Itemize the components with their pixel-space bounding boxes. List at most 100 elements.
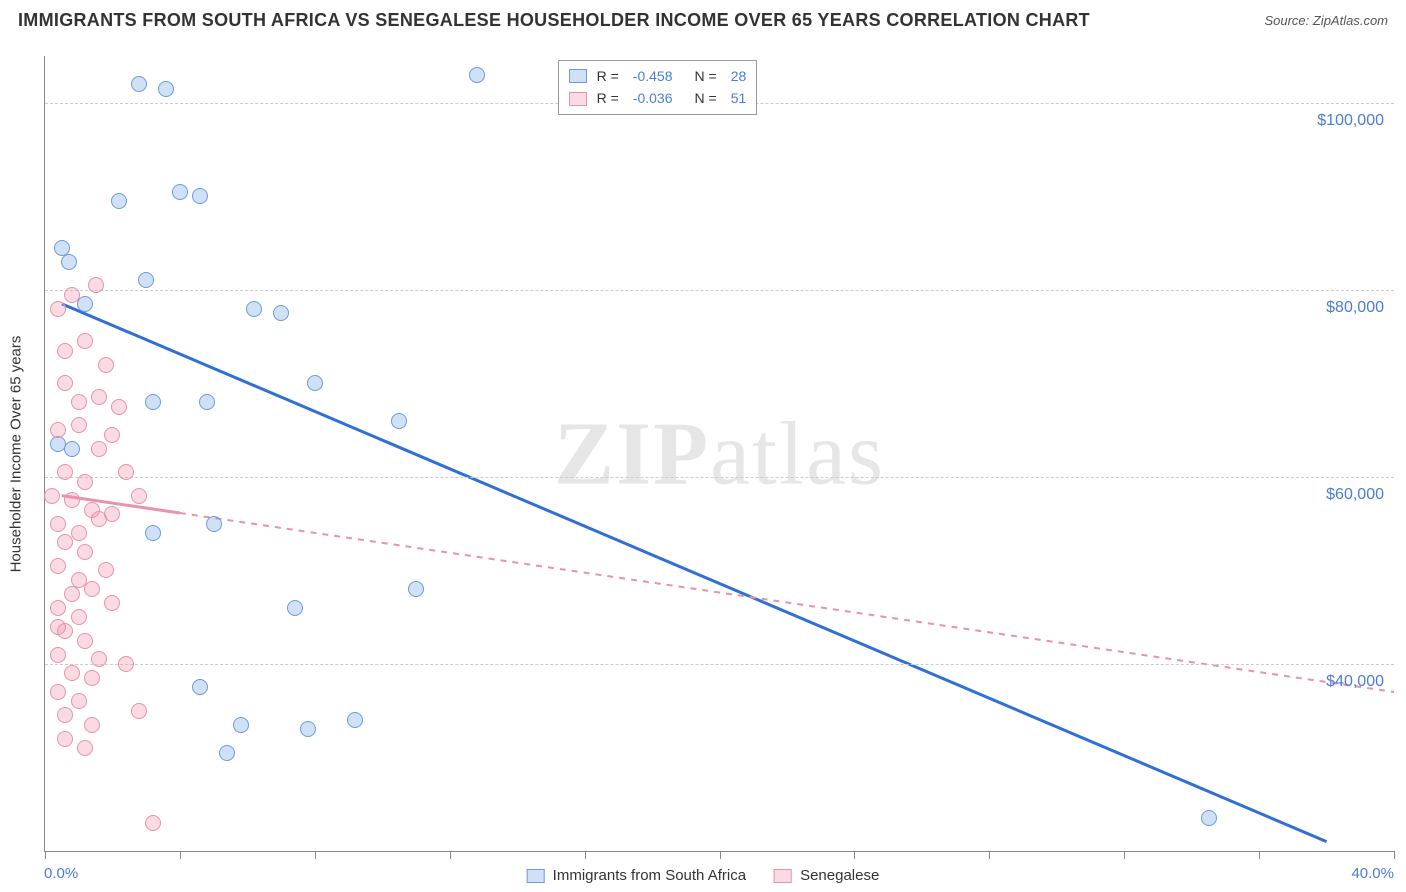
data-point xyxy=(64,492,80,508)
data-point xyxy=(111,193,127,209)
data-point xyxy=(138,272,154,288)
legend-item: Immigrants from South Africa xyxy=(527,867,746,884)
watermark: ZIPatlas xyxy=(554,402,885,505)
x-axis-max-label: 40.0% xyxy=(1351,865,1394,882)
trend-lines xyxy=(45,56,1394,851)
data-point xyxy=(71,417,87,433)
data-point xyxy=(111,399,127,415)
data-point xyxy=(57,707,73,723)
data-point xyxy=(50,516,66,532)
data-point xyxy=(408,581,424,597)
y-axis-title: Householder Income Over 65 years xyxy=(8,336,25,573)
data-point xyxy=(77,544,93,560)
data-point xyxy=(71,525,87,541)
x-tick xyxy=(1394,851,1395,859)
data-point xyxy=(145,394,161,410)
data-point xyxy=(145,525,161,541)
y-tick-label: $40,000 xyxy=(1326,673,1384,691)
x-tick xyxy=(45,851,46,859)
scatter-plot-area: ZIPatlas $40,000$60,000$80,000$100,000R … xyxy=(44,56,1394,852)
legend-swatch xyxy=(569,69,587,83)
data-point xyxy=(91,651,107,667)
data-point xyxy=(57,731,73,747)
data-point xyxy=(50,684,66,700)
legend-swatch xyxy=(774,869,792,883)
x-tick xyxy=(1259,851,1260,859)
data-point xyxy=(77,633,93,649)
legend-r-label: R = xyxy=(597,87,619,109)
x-tick xyxy=(450,851,451,859)
gridline xyxy=(45,664,1394,665)
legend-r-value: -0.036 xyxy=(633,87,673,109)
data-point xyxy=(391,413,407,429)
data-point xyxy=(131,488,147,504)
data-point xyxy=(71,609,87,625)
legend-swatch xyxy=(569,92,587,106)
data-point xyxy=(199,394,215,410)
legend-label: Immigrants from South Africa xyxy=(553,867,746,884)
data-point xyxy=(219,745,235,761)
data-point xyxy=(50,647,66,663)
data-point xyxy=(104,595,120,611)
data-point xyxy=(118,464,134,480)
data-point xyxy=(57,375,73,391)
legend-label: Senegalese xyxy=(800,867,879,884)
data-point xyxy=(273,305,289,321)
data-point xyxy=(77,474,93,490)
data-point xyxy=(57,534,73,550)
correlation-legend: R = -0.458 N = 28 R = -0.036 N = 51 xyxy=(558,60,758,115)
legend-n-value: 28 xyxy=(731,65,747,87)
legend-row: R = -0.458 N = 28 xyxy=(569,65,747,87)
data-point xyxy=(91,441,107,457)
data-point xyxy=(172,184,188,200)
data-point xyxy=(64,665,80,681)
data-point xyxy=(61,254,77,270)
gridline xyxy=(45,290,1394,291)
data-point xyxy=(50,558,66,574)
data-point xyxy=(84,717,100,733)
y-tick-label: $80,000 xyxy=(1326,299,1384,317)
data-point xyxy=(104,427,120,443)
data-point xyxy=(104,506,120,522)
legend-r-label: R = xyxy=(597,65,619,87)
data-point xyxy=(50,619,66,635)
y-tick-label: $100,000 xyxy=(1317,112,1384,130)
data-point xyxy=(469,67,485,83)
x-tick xyxy=(315,851,316,859)
data-point xyxy=(145,815,161,831)
legend-n-label: N = xyxy=(695,87,717,109)
source-attribution: Source: ZipAtlas.com xyxy=(1264,13,1388,28)
x-tick xyxy=(989,851,990,859)
data-point xyxy=(307,375,323,391)
chart-title: IMMIGRANTS FROM SOUTH AFRICA VS SENEGALE… xyxy=(18,10,1090,31)
legend-r-value: -0.458 xyxy=(633,65,673,87)
data-point xyxy=(50,600,66,616)
data-point xyxy=(347,712,363,728)
x-tick xyxy=(720,851,721,859)
legend-n-value: 51 xyxy=(731,87,747,109)
x-axis-min-label: 0.0% xyxy=(44,865,78,882)
data-point xyxy=(287,600,303,616)
data-point xyxy=(192,679,208,695)
data-point xyxy=(50,301,66,317)
data-point xyxy=(206,516,222,532)
legend-n-label: N = xyxy=(695,65,717,87)
data-point xyxy=(77,333,93,349)
data-point xyxy=(98,357,114,373)
data-point xyxy=(71,394,87,410)
data-point xyxy=(77,296,93,312)
data-point xyxy=(233,717,249,733)
data-point xyxy=(91,389,107,405)
data-point xyxy=(71,693,87,709)
data-point xyxy=(98,562,114,578)
legend-bottom: Immigrants from South Africa Senegalese xyxy=(527,867,880,884)
gridline xyxy=(45,477,1394,478)
data-point xyxy=(88,277,104,293)
data-point xyxy=(64,287,80,303)
data-point xyxy=(118,656,134,672)
x-tick xyxy=(854,851,855,859)
data-point xyxy=(131,76,147,92)
data-point xyxy=(1201,810,1217,826)
x-tick xyxy=(180,851,181,859)
legend-row: R = -0.036 N = 51 xyxy=(569,87,747,109)
